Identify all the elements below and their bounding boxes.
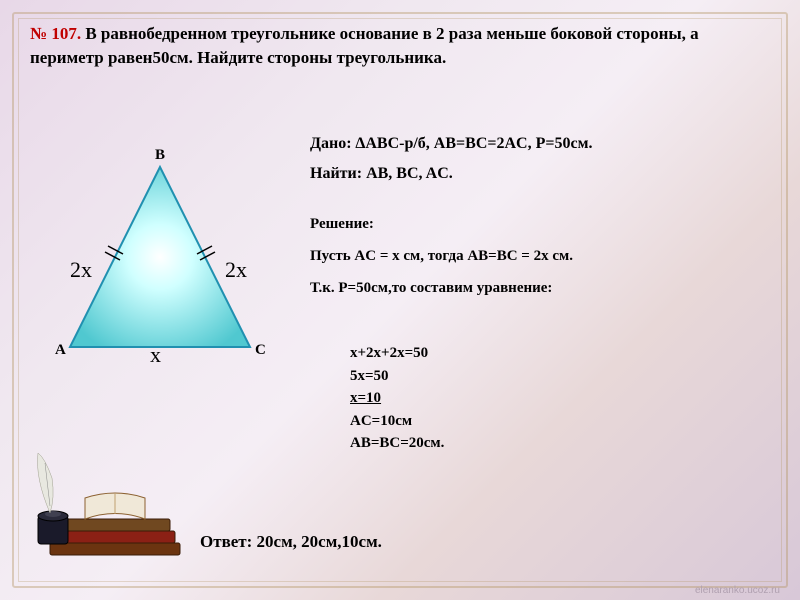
vertex-b: B: [155, 147, 165, 164]
side-left-label: 2x: [70, 257, 92, 283]
problem-body: В равнобедренном треугольнике основание …: [30, 24, 699, 67]
side-bottom-label: x: [150, 342, 161, 368]
books-decoration: [30, 448, 200, 568]
problem-statement: № 107. В равнобедренном треугольнике осн…: [30, 22, 770, 70]
problem-number: № 107.: [30, 24, 81, 43]
solution-line1: Пусть AC = х см, тогда AB=BC = 2х см.: [310, 244, 770, 268]
given-line1: Дано: ∆ABC-р/б, AB=BC=2AC, P=50см.: [310, 132, 770, 156]
eq-3: x=10: [350, 387, 444, 410]
answer-line: Ответ: 20см, 20см,10см.: [200, 532, 382, 552]
eq-1: x+2x+2x=50: [350, 342, 444, 365]
slide-content: № 107. В равнобедренном треугольнике осн…: [30, 22, 770, 578]
side-right-label: 2x: [225, 257, 247, 283]
eq-4: AC=10см: [350, 410, 444, 433]
vertex-c: C: [255, 342, 266, 359]
given-line2: Найти: AB, BC, AC.: [310, 162, 770, 186]
eq-5: AB=BC=20см.: [350, 432, 444, 455]
solution-header: Решение:: [310, 212, 770, 236]
solution-line2: Т.к. P=50см,то составим уравнение:: [310, 276, 770, 300]
triangle-diagram: B A C 2x 2x x: [40, 142, 280, 372]
eq-2: 5x=50: [350, 365, 444, 388]
watermark: elenaranko.ucoz.ru: [695, 585, 780, 596]
given-section: Дано: ∆ABC-р/б, AB=BC=2AC, P=50см. Найти…: [310, 132, 770, 186]
solution-section: Решение: Пусть AC = х см, тогда AB=BC = …: [310, 212, 770, 300]
equation-block: x+2x+2x=50 5x=50 x=10 AC=10см AB=BC=20см…: [350, 342, 444, 455]
vertex-a: A: [55, 342, 66, 359]
